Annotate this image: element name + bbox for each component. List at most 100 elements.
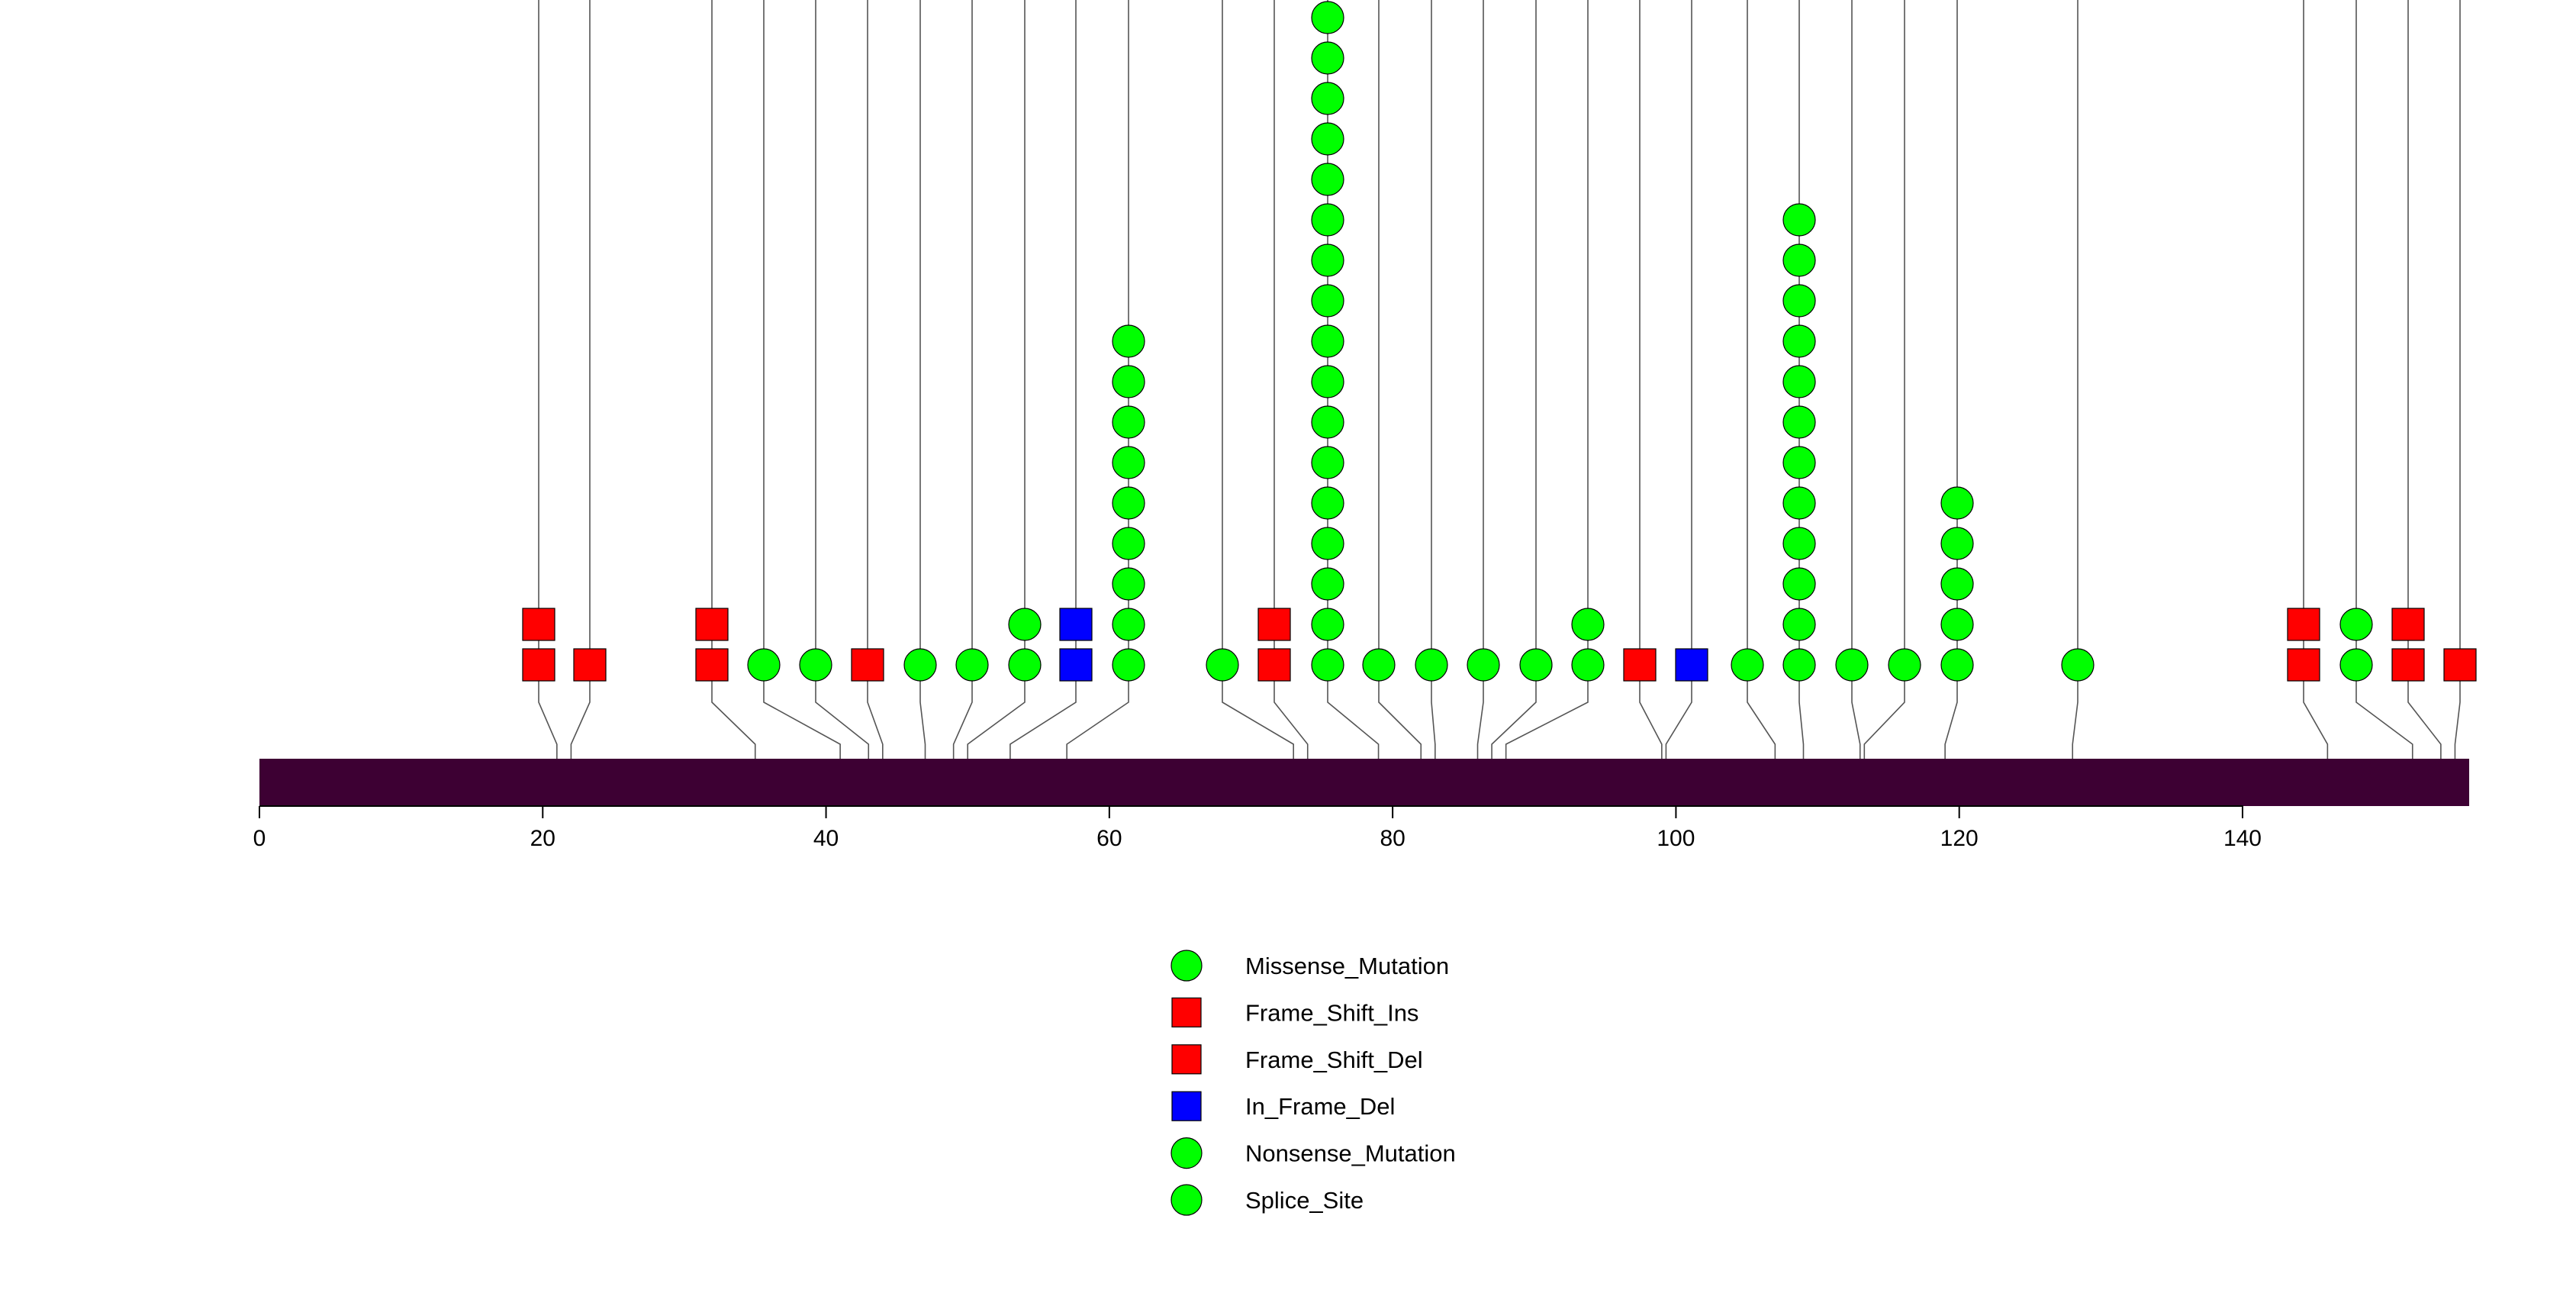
mutation-circle-10-3: [1112, 527, 1145, 560]
legend-symbol-5: [1170, 1184, 1203, 1216]
x-tick-label-5: 100: [1657, 826, 1695, 851]
mutation-circle-13-5: [1311, 446, 1344, 479]
mutation-circle-13-1: [1311, 608, 1344, 641]
mutation-square-19-0: [1623, 648, 1657, 682]
mutation-circle-13-8: [1311, 324, 1344, 358]
mutation-circle-13-10: [1311, 243, 1344, 277]
mutation-square-9-1: [1059, 608, 1093, 641]
mutation-circle-22-4: [1782, 486, 1816, 520]
stem-16: [1476, 0, 1484, 759]
stem-23: [1851, 0, 1861, 759]
mutation-square-0-1: [522, 608, 555, 641]
legend-label-1: Frame_Shift_Ins: [1245, 999, 1418, 1026]
x-tick-label-7: 140: [2223, 826, 2262, 851]
x-tick-label-1: 20: [530, 826, 555, 851]
mutation-square-12-0: [1257, 648, 1291, 682]
mutation-circle-13-9: [1311, 284, 1344, 318]
mutation-square-20-0: [1675, 648, 1708, 682]
legend-symbol-2: [1171, 1044, 1202, 1075]
mutation-circle-18-0: [1571, 648, 1605, 682]
mutation-circle-4-0: [799, 648, 832, 682]
mutation-circle-6-0: [903, 648, 937, 682]
stem-29: [2407, 0, 2442, 759]
mutation-circle-22-11: [1782, 203, 1816, 237]
mutation-circle-13-4: [1311, 486, 1344, 520]
mutation-circle-24-0: [1888, 648, 1921, 682]
stem-1: [570, 0, 591, 759]
stem-14: [1378, 0, 1422, 759]
mutation-circle-8-1: [1008, 608, 1042, 641]
mutation-circle-28-0: [2339, 648, 2373, 682]
legend: Missense_Mutation Frame_Shift_Ins Frame_Sh…: [1170, 950, 1456, 1216]
legend-label-2: Frame_Shift_Del: [1245, 1047, 1423, 1073]
mutation-circle-28-1: [2339, 608, 2373, 641]
mutation-circle-25-2: [1940, 567, 1974, 601]
mutation-circle-10-0: [1112, 648, 1145, 682]
mutation-circle-3-0: [747, 648, 781, 682]
legend-label-3: In_Frame_Del: [1245, 1093, 1395, 1120]
mutation-circle-14-0: [1362, 648, 1396, 682]
mutation-square-27-1: [2287, 608, 2320, 641]
x-tick-label-0: 0: [253, 826, 266, 851]
mutation-square-2-0: [695, 648, 729, 682]
legend-label-0: Missense_Mutation: [1245, 953, 1449, 979]
mutation-circle-10-4: [1112, 486, 1145, 520]
mutation-circle-22-9: [1782, 284, 1816, 318]
mutation-circle-22-8: [1782, 324, 1816, 358]
mutation-circle-22-2: [1782, 567, 1816, 601]
mutation-circle-22-5: [1782, 446, 1816, 479]
mutation-circle-8-0: [1008, 648, 1042, 682]
mutation-circle-22-1: [1782, 608, 1816, 641]
stem-15: [1431, 0, 1436, 759]
mutation-circle-10-8: [1112, 324, 1145, 358]
mutation-circle-25-0: [1940, 648, 1974, 682]
mutation-circle-11-0: [1206, 648, 1239, 682]
stem-30: [2454, 0, 2461, 759]
stem-12: [1274, 0, 1309, 759]
mutation-circle-13-16: [1311, 1, 1344, 34]
mutation-circle-21-0: [1731, 648, 1764, 682]
stem-18: [1505, 0, 1589, 759]
x-tick-label-4: 80: [1380, 826, 1405, 851]
mutation-square-0-0: [522, 648, 555, 682]
stem-6: [919, 0, 926, 759]
mutation-circle-13-14: [1311, 82, 1344, 115]
mutation-circle-13-3: [1311, 527, 1344, 560]
mutation-circle-7-0: [955, 648, 989, 682]
mutation-square-9-0: [1059, 648, 1093, 682]
legend-label-4: Nonsense_Mutation: [1245, 1140, 1456, 1167]
stem-25: [1944, 0, 1958, 759]
mutation-circle-13-13: [1311, 122, 1344, 156]
lollipop-stems: [538, 0, 2461, 759]
mutation-circle-10-7: [1112, 365, 1145, 398]
mutation-circle-10-1: [1112, 608, 1145, 641]
mutation-circle-25-1: [1940, 608, 1974, 641]
stem-2: [711, 0, 756, 759]
mutation-circle-22-3: [1782, 527, 1816, 560]
mutation-square-30-0: [2443, 648, 2477, 682]
stem-3: [763, 0, 841, 759]
mutation-square-5-0: [851, 648, 884, 682]
x-tick-label-2: 40: [813, 826, 839, 851]
mutation-circle-22-6: [1782, 405, 1816, 439]
mutation-square-12-1: [1257, 608, 1291, 641]
mutation-circle-22-7: [1782, 365, 1816, 398]
mutation-circle-22-0: [1782, 648, 1816, 682]
stem-28: [2355, 0, 2413, 759]
stem-9: [1009, 0, 1077, 759]
legend-symbol-3: [1171, 1091, 1202, 1121]
lollipop-heads: [522, 1, 2477, 682]
mutation-circle-13-6: [1311, 405, 1344, 439]
x-tick-label-3: 60: [1096, 826, 1122, 851]
stem-19: [1639, 0, 1663, 759]
mutation-circle-13-7: [1311, 365, 1344, 398]
mutation-circle-25-4: [1940, 486, 1974, 520]
legend-label-5: Splice_Site: [1245, 1187, 1364, 1214]
mutation-square-27-0: [2287, 648, 2320, 682]
mutation-circle-25-3: [1940, 527, 1974, 560]
stem-11: [1222, 0, 1294, 759]
stem-4: [815, 0, 870, 759]
mutation-circle-10-2: [1112, 567, 1145, 601]
